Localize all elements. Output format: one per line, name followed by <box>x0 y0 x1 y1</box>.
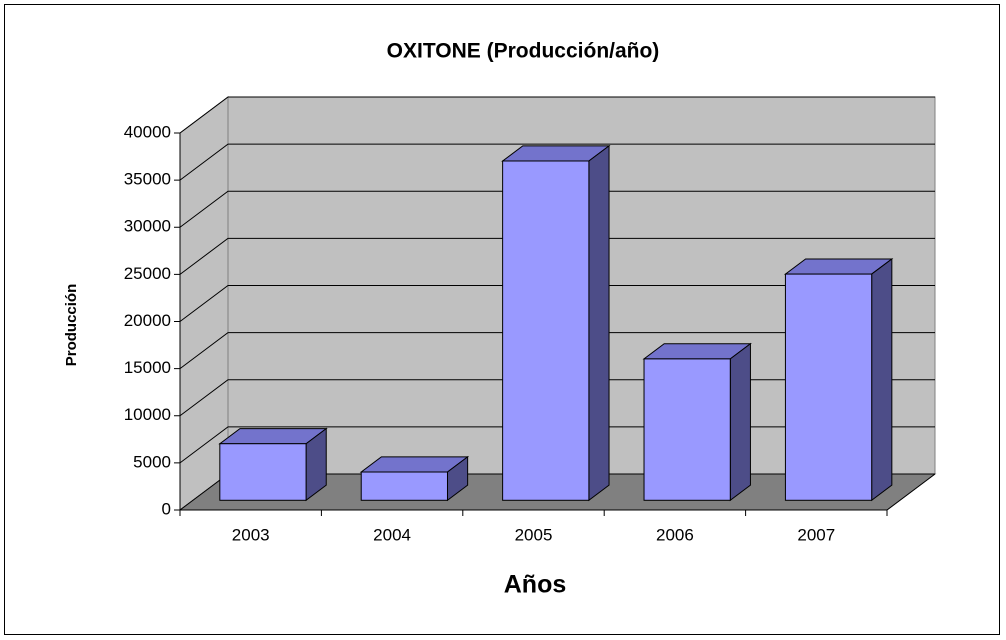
x-tick-label: 2005 <box>515 525 553 544</box>
bar <box>642 342 752 502</box>
chart-title: OXITONE (Producción/año) <box>387 40 660 63</box>
bar <box>359 455 470 502</box>
bar-front <box>784 273 873 501</box>
grid-line <box>179 285 935 322</box>
y-tick-label: 5000 <box>133 452 171 471</box>
bar-front <box>643 358 731 501</box>
grid-line <box>179 96 935 134</box>
x-tick-label: 2007 <box>797 525 835 544</box>
bar-front <box>219 443 307 501</box>
y-tick-label: 30000 <box>124 217 171 236</box>
x-axis-title: Años <box>504 571 567 599</box>
y-tick-label: 35000 <box>124 170 171 189</box>
grid-line <box>179 332 935 370</box>
bar <box>783 257 894 502</box>
y-tick-label: 10000 <box>124 405 171 424</box>
bar-front <box>360 471 448 501</box>
y-tick-label: 25000 <box>124 264 171 283</box>
bar <box>501 144 611 502</box>
bar-side <box>871 257 893 502</box>
y-tick-label: 15000 <box>124 358 171 377</box>
x-tick-label: 2004 <box>373 525 411 544</box>
y-tick-label: 0 <box>162 499 171 518</box>
bar-front <box>502 160 590 501</box>
y-tick-label: 20000 <box>124 311 171 330</box>
grid-line <box>179 143 935 181</box>
bar-side <box>729 342 751 502</box>
bar-side <box>588 144 610 502</box>
bar <box>218 427 328 502</box>
y-tick-label: 40000 <box>124 122 171 141</box>
grid-line <box>179 237 935 275</box>
x-tick-label: 2003 <box>232 525 270 544</box>
y-axis-title: Producción <box>63 284 80 367</box>
x-tick-label: 2006 <box>656 525 694 544</box>
grid-line <box>179 190 935 228</box>
